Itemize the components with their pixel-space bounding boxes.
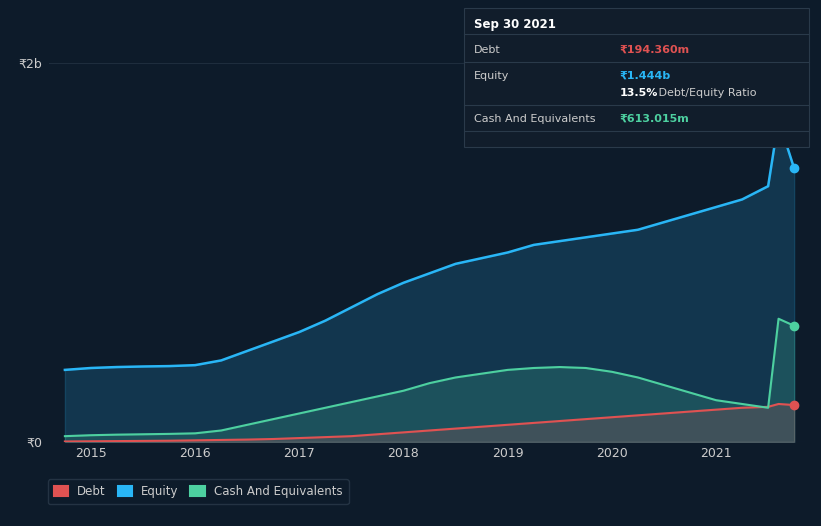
Text: ₹613.015m: ₹613.015m [620,114,690,124]
Text: Debt: Debt [474,45,501,55]
Text: ₹194.360m: ₹194.360m [620,45,690,55]
Text: Sep 30 2021: Sep 30 2021 [474,18,556,31]
Text: Debt/Equity Ratio: Debt/Equity Ratio [655,88,757,98]
Text: Cash And Equivalents: Cash And Equivalents [474,114,595,124]
Text: ₹1.444b: ₹1.444b [620,71,671,81]
Legend: Debt, Equity, Cash And Equivalents: Debt, Equity, Cash And Equivalents [48,479,349,504]
Text: Equity: Equity [474,71,509,81]
Text: 13.5%: 13.5% [620,88,658,98]
